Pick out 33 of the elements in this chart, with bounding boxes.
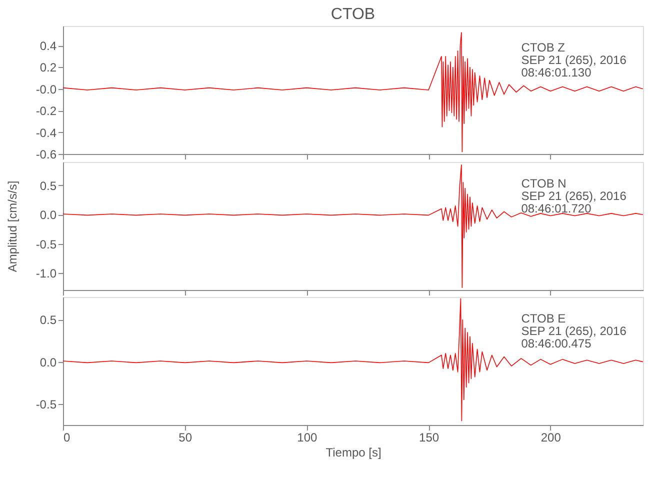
y-tick-label: -0.4	[36, 126, 57, 140]
annotation: 08:46:01.130	[521, 66, 592, 80]
annotation: SEP 21 (265), 2016	[521, 189, 627, 203]
annotation: CTOB E	[521, 311, 566, 326]
y-tick-label: 0.5	[40, 178, 57, 193]
annotation: CTOB N	[521, 176, 566, 190]
y-tick-label: -0.6	[36, 148, 57, 162]
line-series	[63, 32, 643, 152]
y-tick-label: -0.0	[36, 82, 57, 96]
x-tick-label: 50	[178, 430, 192, 444]
line-series	[63, 298, 643, 422]
x-tick-label: 0	[64, 430, 70, 444]
line-series	[63, 164, 643, 288]
x-tick-label: 150	[419, 430, 440, 444]
y-tick-label: 0.4	[40, 39, 57, 54]
y-tick-label: 0.0	[40, 355, 57, 370]
y-tick-label: -0.5	[36, 397, 57, 412]
y-tick-label: 0.2	[40, 60, 57, 75]
chart-title: CTOB	[330, 6, 376, 23]
annotation: SEP 21 (265), 2016	[521, 324, 627, 338]
x-tick-label: 200	[540, 430, 562, 444]
y-tick-label: -1.0	[36, 266, 57, 281]
annotation: CTOB Z	[521, 40, 565, 54]
y-tick-label: -0.2	[36, 104, 57, 118]
y-tick-label: -0.5	[36, 237, 57, 252]
x-tick-label: 100	[297, 430, 318, 444]
x-axis-title: Tiempo [s]	[326, 446, 382, 460]
annotation: 08:46:00.475	[521, 336, 592, 351]
y-axis-title: Amplitud [cm/s/s]	[6, 180, 20, 272]
y-tick-label: 0.5	[40, 313, 57, 328]
annotation: SEP 21 (265), 2016	[521, 53, 627, 67]
annotation: 08:46:01.720	[521, 202, 592, 216]
y-tick-label: 0.0	[40, 208, 57, 222]
